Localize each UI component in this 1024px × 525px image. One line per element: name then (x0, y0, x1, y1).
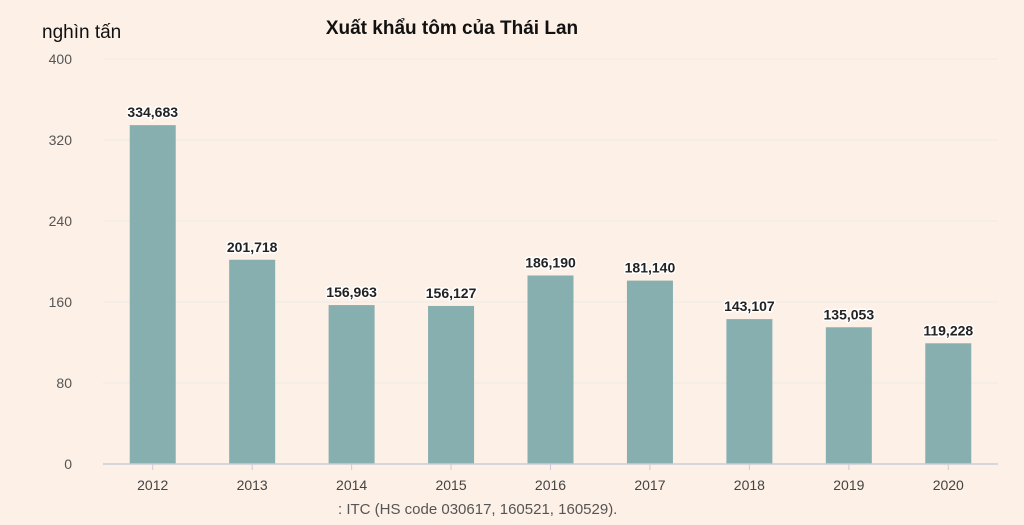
data-label: 186,190 (525, 254, 576, 270)
data-label: 135,053 (824, 306, 875, 322)
bar-2019 (825, 327, 872, 464)
data-label: 143,107 (724, 298, 775, 314)
bar-2012 (129, 125, 176, 465)
y-tick-label: 400 (49, 51, 73, 67)
x-tick-label: 2012 (137, 477, 168, 493)
data-label: 156,963 (326, 284, 377, 300)
data-label: 201,718 (227, 239, 278, 255)
x-axis-ticks: 2012 2013 2014 2015 2016 2017 2018 2019 2020 (137, 464, 964, 493)
bars (129, 125, 972, 465)
x-tick-label: 2016 (535, 477, 566, 493)
x-tick-label: 2015 (435, 477, 466, 493)
data-label: 181,140 (625, 260, 676, 276)
bar-2017 (626, 280, 673, 464)
y-axis-unit-label: nghìn tấn (42, 22, 121, 43)
y-tick-label: 0 (64, 456, 72, 472)
y-axis-ticks: 0 80 160 240 320 400 (49, 51, 73, 472)
source-note: : ITC (HS code 030617, 160521, 160529). (338, 501, 617, 518)
data-label: 156,127 (426, 285, 477, 301)
bar-2016 (527, 275, 574, 464)
data-labels: 334,683 201,718 156,963 156,127 186,190 181,1… (126, 103, 975, 340)
x-tick-label: 2014 (336, 477, 367, 493)
bar-2018 (726, 319, 773, 464)
bar-2020 (925, 343, 972, 464)
y-tick-label: 320 (49, 132, 73, 148)
x-tick-label: 2013 (237, 477, 268, 493)
data-label: 334,683 (127, 104, 178, 120)
chart-title: Xuất khẩu tôm của Thái Lan (326, 18, 578, 39)
x-tick-label: 2017 (634, 477, 665, 493)
bar-2013 (229, 259, 276, 464)
bar-2015 (428, 305, 475, 464)
x-tick-label: 2018 (734, 477, 765, 493)
y-tick-label: 160 (49, 294, 73, 310)
bar-2014 (328, 305, 375, 464)
y-tick-label: 240 (49, 213, 73, 229)
data-label: 119,228 (923, 322, 973, 338)
y-tick-label: 80 (56, 375, 72, 391)
x-tick-label: 2020 (933, 477, 964, 493)
x-tick-label: 2019 (833, 477, 864, 493)
